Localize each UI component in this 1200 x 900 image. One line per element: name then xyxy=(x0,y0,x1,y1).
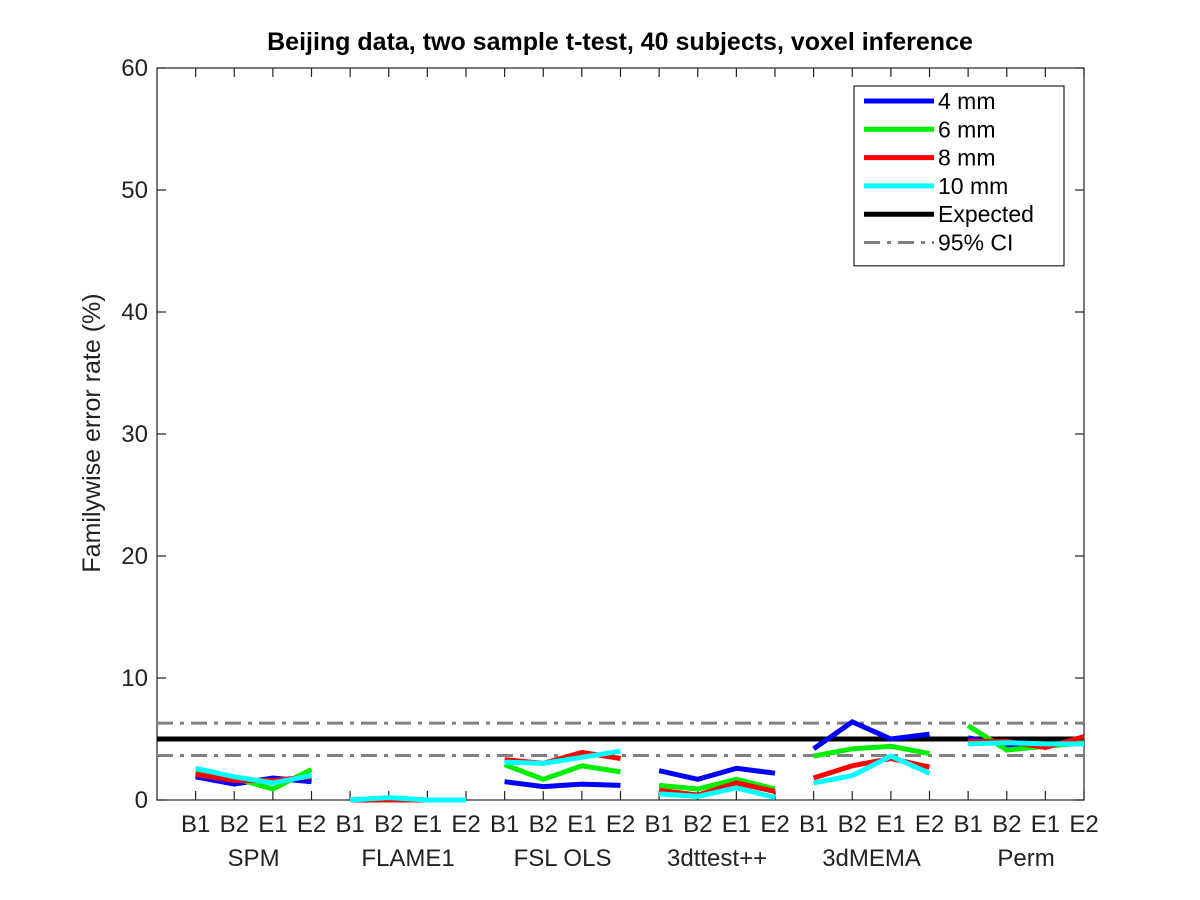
group-label: Perm xyxy=(997,845,1054,872)
x-tick-label: E2 xyxy=(297,811,326,838)
legend-label: 8 mm xyxy=(938,145,996,171)
chart-title: Beijing data, two sample t-test, 40 subj… xyxy=(267,28,973,56)
legend-label: Expected xyxy=(938,201,1034,227)
x-tick-label: E1 xyxy=(722,811,751,838)
x-tick-label: E1 xyxy=(258,811,287,838)
legend-label: 95% CI xyxy=(938,230,1013,256)
x-tick-label: B1 xyxy=(799,811,828,838)
x-tick-label: E2 xyxy=(915,811,944,838)
series-line-6-mm xyxy=(813,743,930,759)
x-tick-label: E2 xyxy=(606,811,635,838)
y-tick-label: 40 xyxy=(121,299,148,326)
legend-box xyxy=(853,85,1065,267)
x-tick-label: E2 xyxy=(1069,811,1098,838)
series-line-4-mm xyxy=(504,779,621,790)
series-line-10-mm xyxy=(349,795,466,803)
x-tick-label: E1 xyxy=(567,811,596,838)
y-tick-label: 10 xyxy=(121,665,148,692)
group-label: 3dttest++ xyxy=(667,845,767,872)
legend-label: 6 mm xyxy=(938,116,996,142)
x-tick-label: B1 xyxy=(181,811,210,838)
y-tick-label: 50 xyxy=(121,177,148,204)
group-label: FLAME1 xyxy=(361,845,454,872)
series-line-10-mm xyxy=(504,748,621,766)
legend-label: 10 mm xyxy=(938,173,1008,199)
series-line-10-mm xyxy=(968,740,1084,747)
x-tick-label: B2 xyxy=(529,811,558,838)
series-line-10-mm xyxy=(658,785,776,801)
series-line-10-mm xyxy=(195,765,312,786)
x-tick-label: E2 xyxy=(760,811,789,838)
x-tick-label: B1 xyxy=(953,811,982,838)
x-tick-label: B2 xyxy=(374,811,403,838)
x-tick-label: E1 xyxy=(413,811,442,838)
x-tick-label: B2 xyxy=(683,811,712,838)
x-tick-label: B2 xyxy=(220,811,249,838)
x-tick-label: B1 xyxy=(335,811,364,838)
series-line-6-mm xyxy=(503,762,621,782)
x-tick-label: B1 xyxy=(490,811,519,838)
y-tick-label: 20 xyxy=(121,543,148,570)
y-tick-label: 30 xyxy=(121,421,148,448)
y-axis-label: Familywise error rate (%) xyxy=(78,293,106,572)
x-tick-label: E1 xyxy=(1031,811,1060,838)
series-line-6-mm xyxy=(658,776,776,792)
group-label: FSL OLS xyxy=(514,845,612,872)
x-tick-label: E2 xyxy=(451,811,480,838)
y-tick-label: 60 xyxy=(121,55,148,82)
x-tick-label: B2 xyxy=(992,811,1021,838)
series-line-4-mm xyxy=(812,719,930,751)
x-tick-label: E1 xyxy=(876,811,905,838)
x-tick-label: B2 xyxy=(838,811,867,838)
group-label: SPM xyxy=(228,845,280,872)
group-label: 3dMEMA xyxy=(822,845,921,872)
series-line-10-mm xyxy=(813,753,931,786)
plot-area: 0 10 20 30 40 50 60 B1 B2 E1 E2 B1 B2 E1 E2 B1 B2 E1 E2 B1 B… xyxy=(121,55,1098,872)
y-tick-label: 0 xyxy=(135,787,148,814)
x-tick-label: B1 xyxy=(644,811,673,838)
series-line-4-mm xyxy=(658,765,776,782)
legend-label: 4 mm xyxy=(938,88,996,114)
